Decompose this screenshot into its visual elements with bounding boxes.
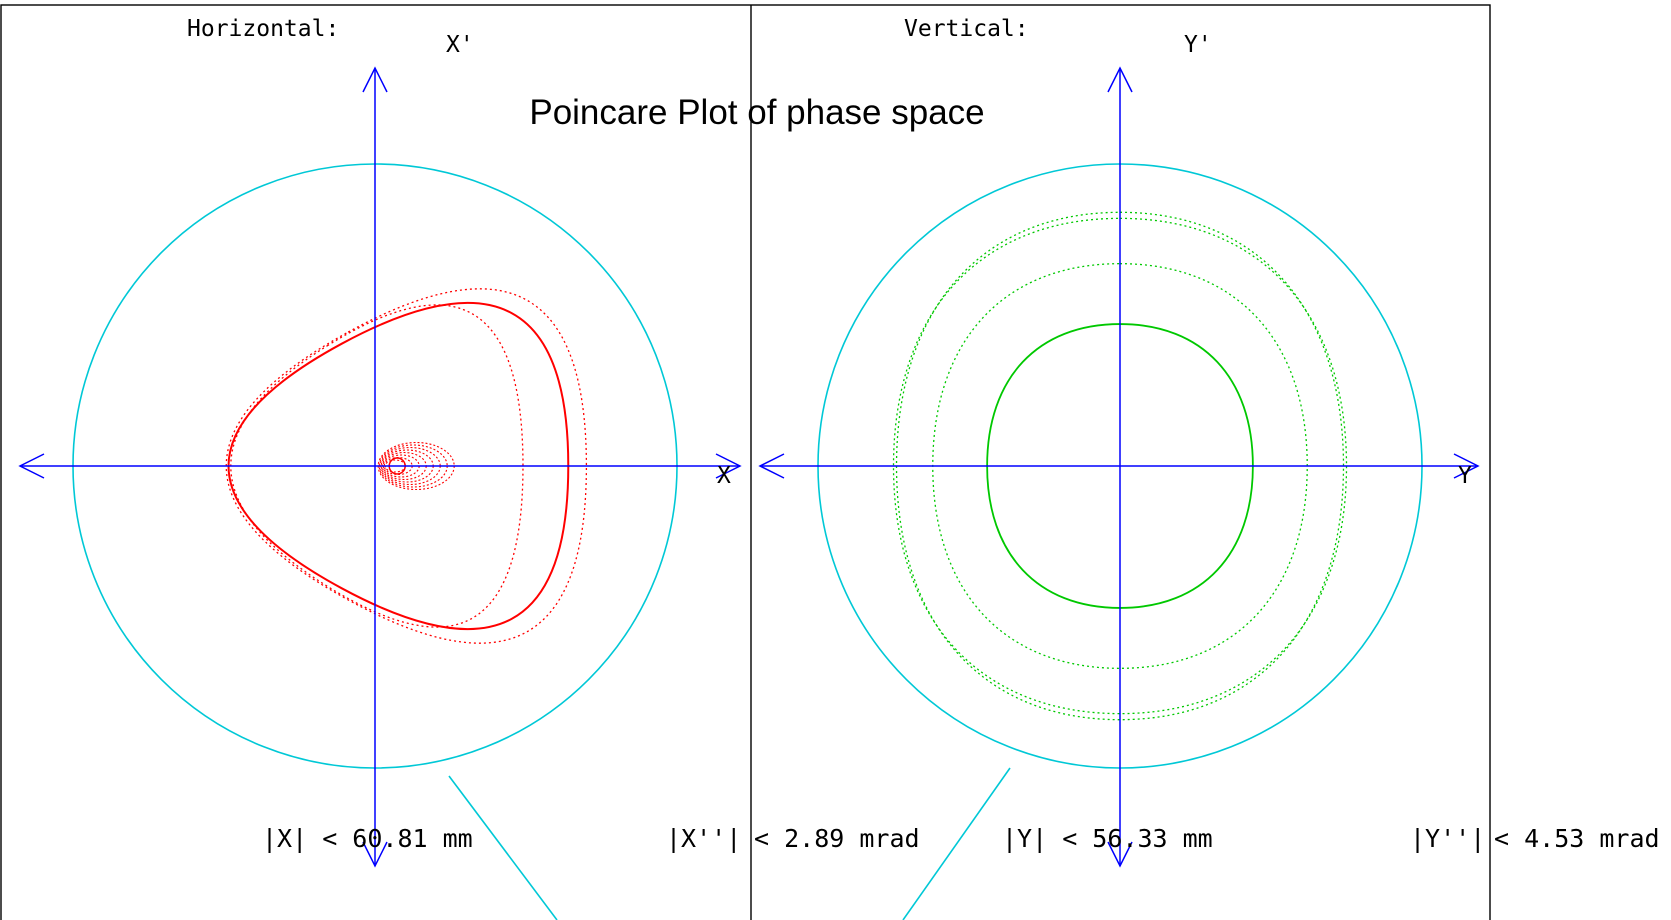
vertical-angle-limit-value: < 4.53 mrad <box>1494 824 1660 853</box>
horizontal-angle-limit-value: < 2.89 mrad <box>754 824 920 853</box>
vertical-position-limit: |Y| < 56.33 mm <box>1002 824 1213 853</box>
outer-frame <box>0 4 1491 920</box>
horizontal-x-arrow-right <box>715 453 742 479</box>
horizontal-angle-limit-label: |X''| <box>666 824 741 853</box>
panel-frames <box>0 4 1491 920</box>
vertical-y-axis-label: Y' <box>1184 32 1212 58</box>
horizontal-y-arrow-bottom <box>362 841 388 868</box>
vertical-y-arrow-bottom <box>1107 841 1133 868</box>
vertical-y-arrow-top <box>1107 66 1133 93</box>
axes <box>18 66 1480 868</box>
vertical-x-axis-label: Y <box>1458 463 1472 489</box>
horizontal-position-limit: |X| < 60.81 mm <box>262 824 473 853</box>
vertical-orbit-3 <box>895 211 1345 721</box>
horizontal-y-arrow-top <box>362 66 388 93</box>
vertical-pointer-line <box>902 767 1011 920</box>
horizontal-x-axis-label: X <box>717 463 731 489</box>
horizontal-heading: Horizontal: <box>187 16 339 42</box>
vertical-x-arrow-right <box>1453 453 1480 479</box>
horizontal-pointer-line <box>448 775 558 920</box>
vertical-angle-limit-label: |Y''| <box>1410 824 1485 853</box>
vertical-x-arrow-left <box>758 453 785 479</box>
horizontal-x-arrow-left <box>18 453 45 479</box>
horizontal-y-axis-label: X' <box>446 32 474 58</box>
vertical-heading: Vertical: <box>904 16 1029 42</box>
vertical-orbit-2 <box>932 263 1308 669</box>
chart-title: Poincare Plot of phase space <box>529 93 984 132</box>
